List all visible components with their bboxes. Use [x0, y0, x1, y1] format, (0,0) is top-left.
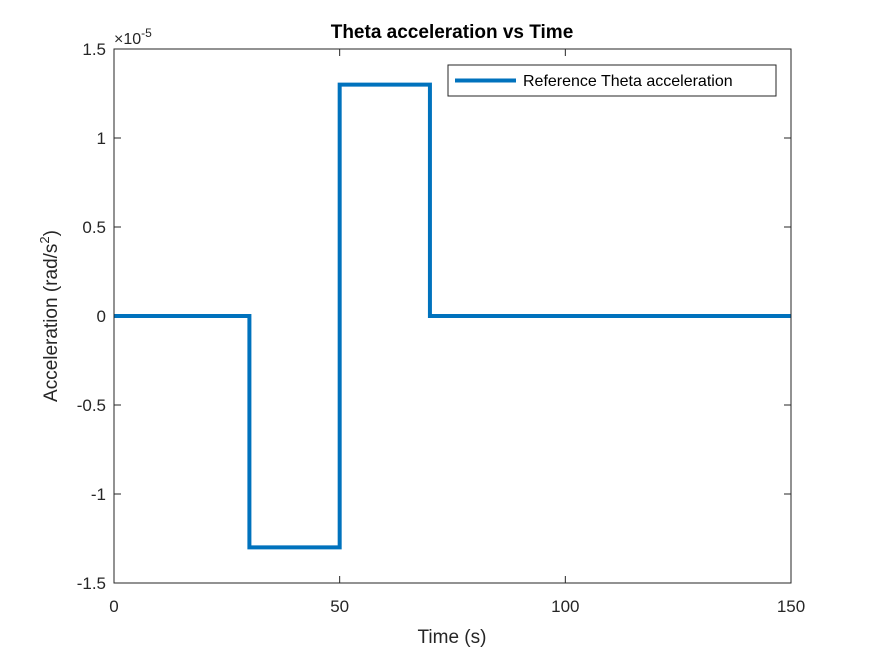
legend-label: Reference Theta acceleration	[523, 73, 733, 90]
y-axis-label-main: Acceleration (rad/s	[41, 244, 62, 402]
y-exponent: ×10-5	[114, 26, 152, 48]
y-axis-label-sup: 2	[37, 236, 52, 243]
plot-frame	[113, 48, 792, 584]
series-line	[114, 82, 791, 550]
y-tick-label: -1.5	[77, 574, 106, 593]
y-tick-label: -1	[91, 485, 106, 504]
x-tick-label: 0	[109, 597, 118, 616]
y-tick-label: 1	[97, 129, 106, 148]
y-ticks: -1.5 -1 -0.5 0 0.5 1 1.5	[77, 40, 791, 593]
y-tick-label: 0	[97, 307, 106, 326]
x-tick-label: 50	[330, 597, 349, 616]
legend: Reference Theta acceleration	[447, 64, 777, 97]
x-axis-label: Time (s)	[418, 627, 487, 648]
y-tick-label: -0.5	[77, 396, 106, 415]
y-axis-label-end: )	[41, 230, 62, 236]
y-tick-label: 0.5	[82, 218, 106, 237]
y-exponent-base: ×10	[114, 31, 141, 48]
x-tick-label: 150	[777, 597, 805, 616]
series-layer	[114, 82, 791, 550]
chart-title: Theta acceleration vs Time	[331, 22, 574, 43]
y-exponent-power: -5	[141, 26, 152, 40]
y-tick-label: 1.5	[82, 40, 106, 59]
x-tick-label: 100	[551, 597, 579, 616]
y-axis-label: Acceleration (rad/s2)	[37, 230, 62, 402]
